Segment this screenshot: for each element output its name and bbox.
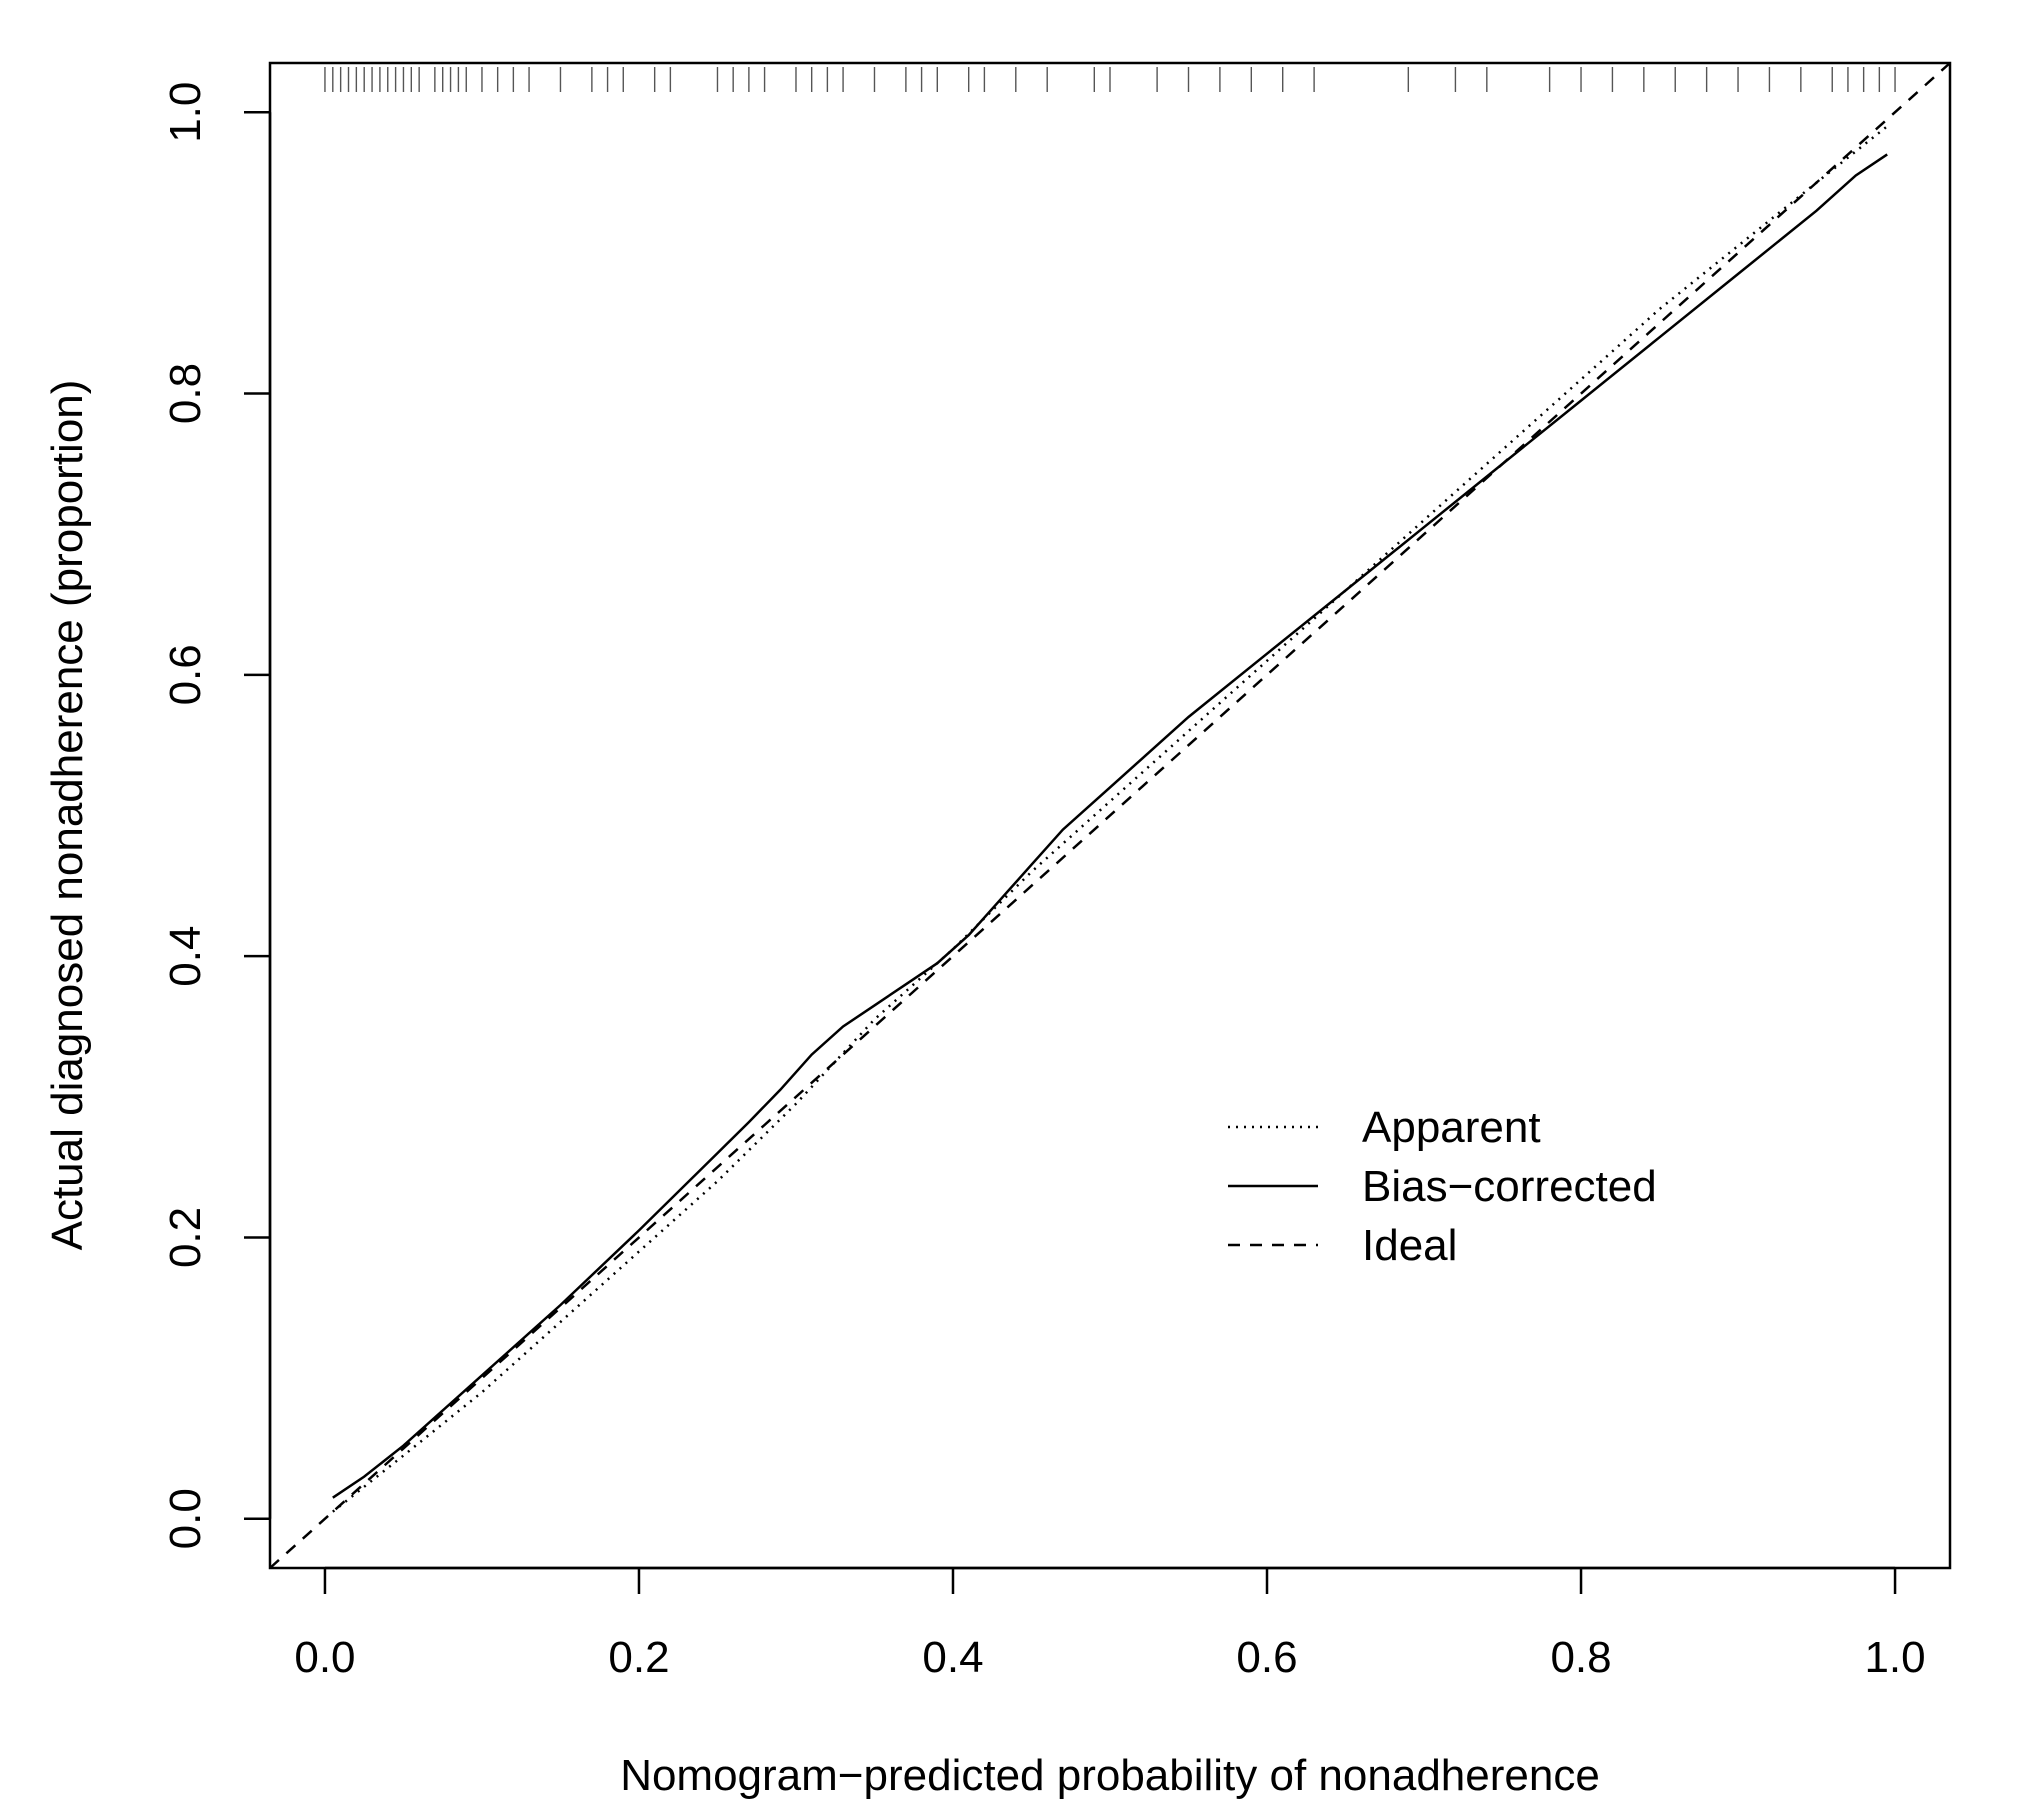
x-tick-label: 0.4: [922, 1633, 983, 1682]
x-tick-label: 0.0: [294, 1633, 355, 1682]
x-tick-label: 0.8: [1550, 1633, 1611, 1682]
rug-marks: [324, 67, 1896, 92]
x-axis-title: Nomogram−predicted probability of nonadh…: [620, 1751, 1600, 1800]
y-axis: 0.0 0.2 0.4 0.6 0.8 1.0: [161, 82, 272, 1549]
legend: Apparent Bias−corrected Ideal: [1228, 1103, 1657, 1270]
x-axis: 0.0 0.2 0.4 0.6 0.8 1.0: [294, 1566, 1926, 1682]
series-line-solid: [332, 153, 1888, 1499]
y-tick-label: 0.2: [161, 1207, 210, 1268]
x-tick-label: 0.2: [608, 1633, 669, 1682]
x-tick-label: 1.0: [1864, 1633, 1925, 1682]
y-tick-label: 0.4: [161, 926, 210, 987]
legend-label: Apparent: [1362, 1103, 1541, 1152]
x-tick-label: 0.6: [1236, 1633, 1297, 1682]
series-lines: [269, 62, 1951, 1569]
series-line-dashed: [269, 62, 1951, 1569]
legend-label: Ideal: [1362, 1221, 1457, 1270]
y-tick-label: 0.8: [161, 363, 210, 424]
legend-label: Bias−corrected: [1362, 1162, 1657, 1211]
y-tick-label: 0.6: [161, 644, 210, 705]
y-tick-label: 1.0: [161, 82, 210, 143]
y-tick-label: 0.0: [161, 1488, 210, 1549]
y-axis-title: Actual diagnosed nonadherence (proportio…: [43, 380, 92, 1251]
